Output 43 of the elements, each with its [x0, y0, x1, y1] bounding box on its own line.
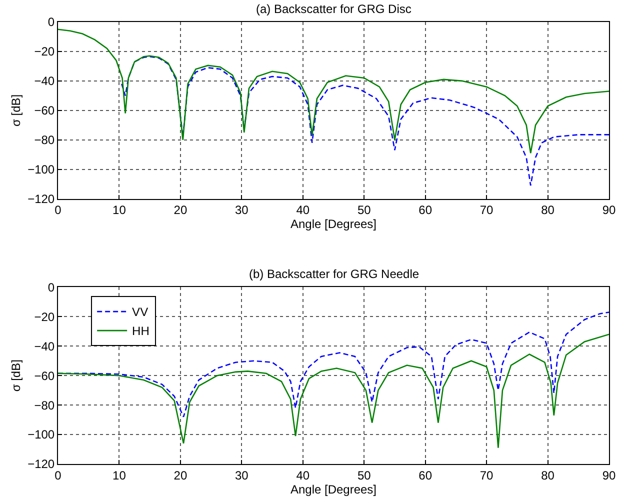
x-tick-label: 10	[112, 468, 126, 482]
x-tick-label: 30	[234, 203, 249, 218]
y-tick-label: −40	[34, 74, 55, 88]
x-tick-label: 60	[418, 468, 432, 482]
x-tick-label: 10	[112, 203, 126, 218]
y-tick-label: −60	[34, 104, 55, 118]
x-tick-label: 40	[296, 203, 310, 218]
x-axis-title: Angle [Degrees]	[290, 217, 377, 232]
legend-label: VV	[132, 305, 148, 320]
y-tick-label: −60	[34, 368, 55, 383]
x-tick-label: 20	[174, 203, 188, 218]
y-tick-label: −100	[28, 162, 55, 177]
chart-title: (a) Backscatter for GRG Disc	[256, 2, 412, 16]
x-tick-label: 40	[296, 468, 310, 482]
x-tick-label: 70	[480, 203, 494, 218]
y-tick-label: −20	[34, 44, 55, 59]
x-tick-label: 80	[541, 468, 555, 482]
y-tick-label: 0	[48, 15, 55, 30]
x-tick-label: 70	[480, 468, 494, 482]
y-tick-label: −100	[28, 428, 55, 442]
line-series	[58, 334, 609, 448]
legend-label: HH	[132, 324, 150, 338]
y-tick-label: −80	[34, 133, 55, 148]
x-tick-label: 60	[418, 203, 432, 218]
x-tick-label: 50	[357, 203, 372, 218]
y-tick-label: −40	[34, 339, 55, 354]
line-series	[58, 28, 609, 154]
y-tick-label: −80	[34, 398, 55, 412]
x-tick-label: 50	[357, 468, 372, 482]
y-tick-label: −120	[28, 192, 55, 206]
x-tick-label: 80	[541, 203, 555, 218]
chart-title: (b) Backscatter for GRG Needle	[249, 267, 420, 281]
line-series	[121, 56, 609, 186]
y-axis-title: σ [dB]	[8, 94, 23, 126]
x-tick-label: 90	[602, 203, 616, 218]
y-tick-label: −20	[34, 310, 55, 324]
y-tick-label: −120	[28, 457, 55, 472]
x-tick-label: 30	[234, 468, 249, 482]
x-tick-label: 90	[602, 468, 616, 482]
y-axis-title: σ [dB]	[8, 360, 23, 392]
x-tick-label: 20	[174, 468, 188, 482]
x-axis-title: Angle [Degrees]	[290, 482, 377, 496]
y-tick-label: 0	[48, 280, 55, 294]
